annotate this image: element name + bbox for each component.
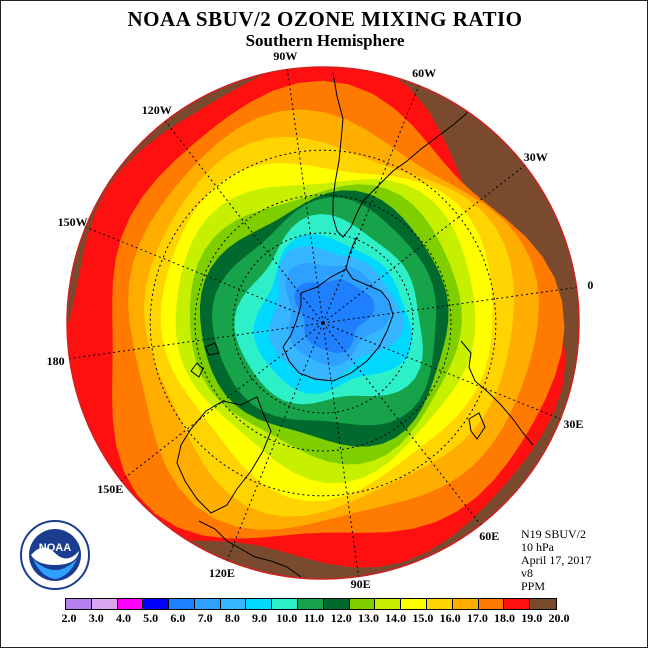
longitude-label: 90E (350, 577, 371, 591)
longitude-label: 30E (563, 417, 584, 432)
antarctica-coastline (282, 268, 394, 382)
longitude-label: 30W (523, 149, 548, 164)
colorbar-cell (375, 599, 402, 609)
asia-coastline (198, 520, 302, 578)
colorbar-cell (117, 599, 144, 609)
longitude-label: 150E (97, 482, 124, 497)
colorbar-tick-label: 15.0 (412, 611, 434, 625)
longitude-label: 90W (273, 48, 298, 63)
longitude-label: 60W (412, 65, 437, 80)
graticule (69, 69, 577, 577)
colorbar-tick-label: 8.0 (224, 611, 240, 625)
colorbar-cell (349, 599, 376, 609)
colorbar-tick-label: 18.0 (494, 611, 516, 625)
colorbar-tick-label: 16.0 (439, 611, 461, 625)
longitude-label: 60E (479, 528, 500, 543)
longitude-label: 0 (587, 278, 594, 293)
latitude-circle (194, 194, 452, 452)
longitude-label: 150W (57, 214, 88, 229)
globe-border (66, 66, 580, 580)
colorbar-tick-label: 13.0 (357, 611, 379, 625)
units-label: PPM (521, 579, 546, 593)
colorbar-cell (452, 599, 479, 609)
version-label: v8 (521, 566, 533, 580)
colorbar-tick-label: 14.0 (385, 611, 407, 625)
colorbar-tick-label: 17.0 (466, 611, 488, 625)
colorbar-tick-label: 6.0 (170, 611, 186, 625)
longitude-label: 120E (208, 566, 235, 581)
chart-subtitle: Southern Hemisphere (245, 31, 405, 50)
africa-coastline (460, 340, 534, 446)
madagascar-coastline (468, 412, 486, 440)
logo-text: NOAA (39, 542, 71, 554)
colorbar-tick-label: 11.0 (303, 611, 325, 625)
colorbar-tick-label: 5.0 (143, 611, 159, 625)
longitude-label: 180 (46, 353, 65, 368)
pressure-label: 10 hPa (521, 540, 554, 554)
new-zealand-coastline (190, 342, 220, 378)
colorbar-cell (66, 599, 92, 609)
australia-coastline (176, 396, 272, 514)
colorbar-tick-label: 19.0 (521, 611, 543, 625)
satellite-label: N19 SBUV/2 (521, 527, 587, 541)
colorbar-cell (426, 599, 453, 609)
longitude-label: 120W (141, 103, 172, 118)
latitude-circle (149, 149, 497, 497)
colorbar-cell (298, 599, 324, 609)
info-block: N19 SBUV/2 10 hPa April 17, 2017 v8 PPM (521, 528, 591, 593)
colorbar-cell (143, 599, 170, 609)
colorbar-tick-label: 9.0 (252, 611, 268, 625)
colorbar-cell (401, 599, 427, 609)
colorbar-cell (504, 599, 531, 609)
colorbar (65, 598, 557, 610)
colorbar-tick-label: 4.0 (115, 611, 131, 625)
colorbar-cell (272, 599, 299, 609)
colorbar-cell (194, 599, 221, 609)
colorbar-tick-label: 7.0 (197, 611, 213, 625)
colorbar-tick-label: 12.0 (330, 611, 352, 625)
latitude-circle (232, 232, 414, 414)
colorbar-tick-label: 3.0 (88, 611, 104, 625)
colorbar-cell (478, 599, 505, 609)
chart-title: NOAA SBUV/2 OZONE MIXING RATIO (127, 7, 523, 31)
colorbar-cell (91, 599, 118, 609)
noaa-logo: NOAA (20, 520, 90, 590)
date-label: April 17, 2017 (521, 553, 592, 567)
colorbar-tick-label: 2.0 (61, 611, 77, 625)
colorbar-cell (169, 599, 195, 609)
colorbar-cell (246, 599, 273, 609)
colorbar-cell (530, 599, 556, 609)
colorbar-tick-label: 20.0 (548, 611, 570, 625)
colorbar-cell (220, 599, 247, 609)
colorbar-tick-label: 10.0 (276, 611, 298, 625)
colorbar-cell (323, 599, 350, 609)
